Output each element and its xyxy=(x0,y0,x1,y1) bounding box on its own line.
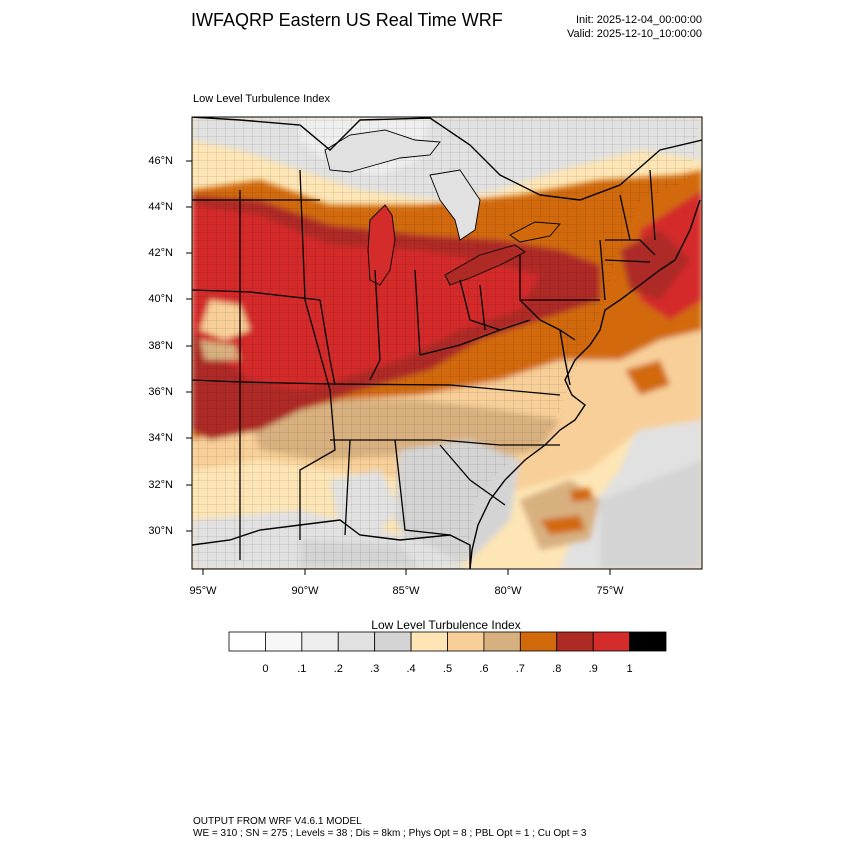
colorbar-swatch xyxy=(447,631,485,652)
map-frame xyxy=(191,116,703,570)
colorbar-swatch xyxy=(556,631,594,652)
colorbar-swatch xyxy=(265,631,303,652)
colorbar-label: .6 xyxy=(479,663,489,675)
colorbar-swatch xyxy=(592,631,630,652)
colorbar-title: Low Level Turbulence Index xyxy=(371,618,521,632)
lat-ticks xyxy=(186,160,192,532)
colorbar-label: 0 xyxy=(262,663,269,675)
colorbar-label: .8 xyxy=(552,663,562,675)
lon-label: 95°W xyxy=(189,585,217,597)
colorbar xyxy=(228,631,667,652)
colorbar-label: .7 xyxy=(515,663,525,675)
colorbar-swatch xyxy=(483,631,521,652)
colorbar-swatch xyxy=(301,631,339,652)
lat-label: 32°N xyxy=(148,479,173,491)
state-boundaries xyxy=(192,169,656,560)
colorbar-swatch xyxy=(410,631,448,652)
lat-label: 44°N xyxy=(148,201,173,213)
county-lines xyxy=(192,117,700,569)
footer-config: WE = 310 ; SN = 275 ; Levels = 38 ; Dis … xyxy=(193,828,587,839)
map-area xyxy=(192,117,702,569)
colorbar-label: .9 xyxy=(588,663,598,675)
colorbar-label: .2 xyxy=(333,663,343,675)
lon-ticks xyxy=(202,569,611,575)
lake-huron xyxy=(429,169,481,241)
lat-label: 34°N xyxy=(148,432,173,444)
lat-label: 40°N xyxy=(148,293,173,305)
colorbar-label: .1 xyxy=(297,663,307,675)
lat-label: 46°N xyxy=(148,155,173,167)
lat-label: 38°N xyxy=(148,340,173,352)
colorbar-label: .4 xyxy=(406,663,416,675)
lat-label: 30°N xyxy=(148,525,173,537)
great-lakes xyxy=(324,129,561,286)
lake-michigan xyxy=(367,204,396,286)
footer-model: OUTPUT FROM WRF V4.6.1 MODEL xyxy=(193,816,362,827)
colorbar-swatch xyxy=(228,631,266,652)
lat-label: 36°N xyxy=(148,386,173,398)
colorbar-label: .5 xyxy=(442,663,453,675)
lon-label: 75°W xyxy=(596,585,624,597)
coastlines xyxy=(192,117,702,569)
colorbar-swatch xyxy=(337,631,376,652)
chart-title: IWFAQRP Eastern US Real Time WRF xyxy=(191,10,503,30)
map-subtitle: Low Level Turbulence Index xyxy=(193,93,330,105)
lat-label: 42°N xyxy=(148,247,173,259)
lon-label: 85°W xyxy=(392,585,420,597)
colorbar-swatch xyxy=(629,631,667,652)
valid-time: Valid: 2025-12-10_10:00:00 xyxy=(567,28,702,40)
lon-label: 90°W xyxy=(291,585,319,597)
colorbar-label: 1 xyxy=(626,663,633,675)
colorbar-swatch xyxy=(519,631,558,652)
lake-ontario xyxy=(509,221,561,243)
colorbar-label: .3 xyxy=(370,663,380,675)
colorbar-swatch xyxy=(374,631,412,652)
lake-erie xyxy=(444,244,526,286)
lake-superior xyxy=(324,129,441,173)
lon-label: 80°W xyxy=(494,585,522,597)
init-time: Init: 2025-12-04_00:00:00 xyxy=(576,14,702,26)
